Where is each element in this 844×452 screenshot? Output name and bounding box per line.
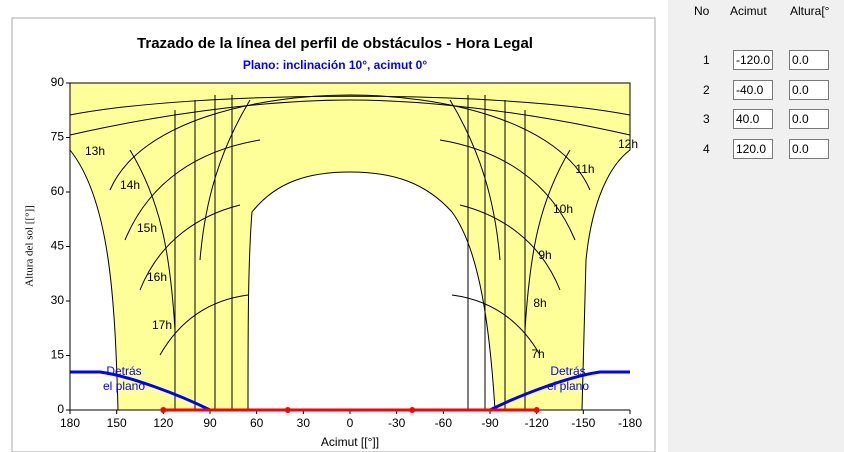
x-tick-label: -180 — [618, 416, 642, 430]
x-tick-label: 150 — [107, 416, 127, 430]
y-tick-label: 60 — [51, 184, 65, 198]
hour-label: 8h — [533, 296, 546, 310]
behind-plane-line — [489, 370, 630, 412]
altitude-input[interactable]: 0.0 — [789, 50, 829, 70]
azimuth-input[interactable]: -40.0 — [733, 79, 773, 100]
chart-subtitle: Plano: inclinación 10°, acimut 0° — [243, 58, 428, 72]
altitude-input[interactable]: 0.0 — [789, 138, 829, 159]
hour-label: 15h — [137, 221, 157, 235]
column-header: Altura[° — [790, 4, 830, 18]
hour-label: 16h — [147, 270, 167, 284]
hour-label: 10h — [553, 202, 573, 216]
row-number: 1 — [703, 53, 710, 67]
sun-path-area — [69, 82, 631, 411]
x-tick-label: 60 — [250, 416, 264, 430]
row-number: 3 — [703, 112, 710, 126]
hour-label: 14h — [120, 178, 140, 192]
behind-plane-line — [70, 370, 211, 412]
obstacle-point — [284, 407, 291, 413]
hour-label: 17h — [152, 318, 172, 332]
coordinates-panel: No Acimut Altura[° 1 -120.0 0.0 2 -40.0 0.0 3 40.0… — [668, 0, 844, 452]
hour-label: 7h — [531, 347, 544, 361]
obstacle-point — [409, 407, 416, 413]
obstacle-point — [160, 407, 167, 413]
column-header: No — [694, 4, 710, 18]
x-tick-label: -120 — [525, 416, 549, 430]
row-number: 4 — [703, 141, 710, 156]
column-header: Acimut — [730, 4, 767, 18]
x-tick-label: -90 — [481, 416, 499, 430]
y-tick-label: 0 — [57, 402, 64, 416]
azimuth-input[interactable]: 40.0 — [733, 109, 773, 129]
behind-plane-label: Detrás — [106, 364, 141, 378]
x-axis-label: Acimut [[°]] — [321, 435, 379, 449]
altitude-input[interactable]: 0.0 — [789, 109, 829, 129]
hour-label: 12h — [618, 137, 638, 151]
behind-plane-label: Detrás — [550, 364, 585, 378]
row-number: 2 — [703, 82, 710, 97]
behind-plane-label: el plano — [547, 379, 589, 393]
chart-title: Trazado de la línea del perfil de obstác… — [137, 35, 533, 52]
azimuth-input[interactable]: -120.0 — [733, 50, 773, 70]
hour-label: 13h — [85, 144, 105, 158]
y-tick-label: 90 — [51, 75, 65, 89]
behind-plane-label: el plano — [103, 379, 145, 393]
hour-label: 9h — [538, 248, 551, 262]
y-tick-label: 75 — [51, 130, 65, 144]
x-tick-label: -150 — [571, 416, 595, 430]
x-tick-label: -30 — [388, 416, 406, 430]
x-tick-label: 120 — [153, 416, 173, 430]
x-tick-label: 0 — [347, 416, 354, 430]
x-tick-label: -60 — [435, 416, 453, 430]
x-tick-label: 90 — [203, 416, 217, 430]
obstacle-point — [533, 407, 540, 413]
y-tick-label: 30 — [51, 293, 65, 307]
sun-path-curves — [69, 94, 631, 410]
y-tick-label: 45 — [51, 239, 65, 253]
y-axis-label: Altura del sol [[°]] — [24, 205, 36, 287]
hour-label: 11h — [575, 162, 594, 176]
y-tick-label: 15 — [51, 348, 65, 362]
azimuth-input[interactable]: 120.0 — [733, 138, 773, 159]
x-tick-label: 30 — [297, 416, 311, 430]
x-tick-label: 180 — [60, 416, 80, 430]
altitude-input[interactable]: 0.0 — [789, 79, 829, 100]
chart: Trazado de la línea del perfil de obstác… — [11, 17, 656, 452]
